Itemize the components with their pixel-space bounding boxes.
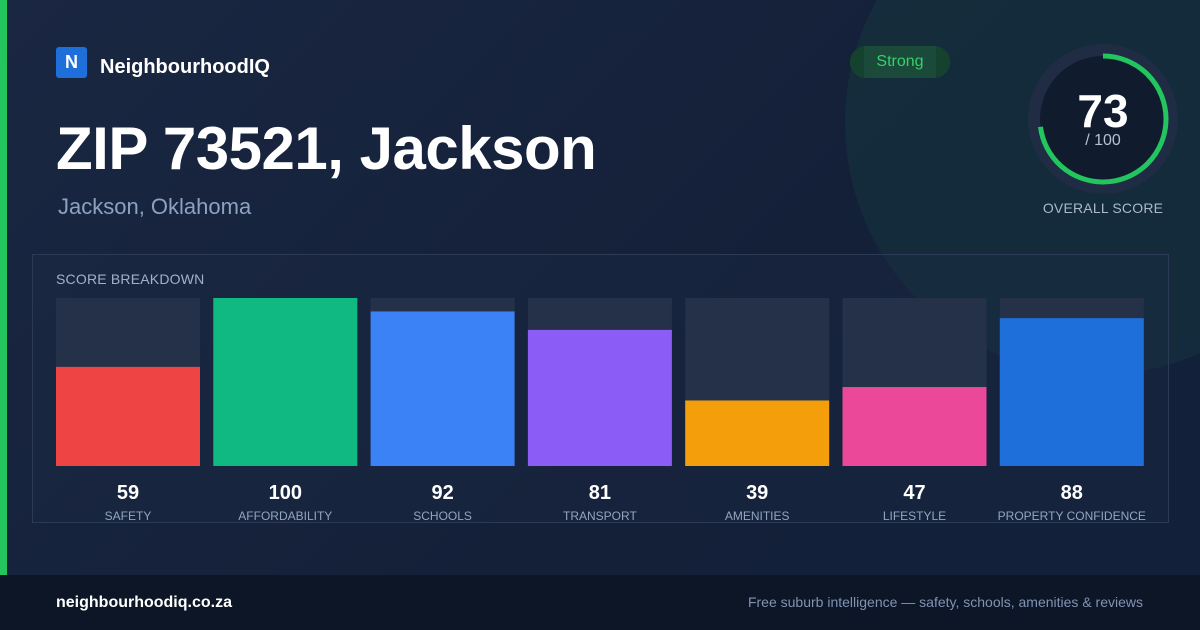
bar-label-transport: TRANSPORT xyxy=(563,509,637,523)
bar-transport xyxy=(527,329,672,466)
bar-lifestyle xyxy=(842,387,987,466)
page-subtitle: Jackson, Oklahoma xyxy=(58,194,252,219)
bar-amenities xyxy=(685,400,830,466)
footer xyxy=(0,575,1200,630)
bar-property-confidence xyxy=(999,318,1144,466)
bar-value-schools: 92 xyxy=(431,482,453,504)
score-breakdown-title: SCORE BREAKDOWN xyxy=(56,271,205,287)
overall-score-gauge xyxy=(1028,44,1178,194)
bar-affordability xyxy=(213,298,358,466)
bar-value-affordability: 100 xyxy=(269,482,302,504)
overall-score-value: 73 xyxy=(1077,85,1129,137)
brand: N NeighbourhoodIQ xyxy=(56,46,270,79)
bar-label-lifestyle: LIFESTYLE xyxy=(883,509,946,523)
bar-value-safety: 59 xyxy=(117,482,139,504)
accent-bar xyxy=(0,0,7,575)
bar-value-property-confidence: 88 xyxy=(1061,482,1083,504)
bar-value-transport: 81 xyxy=(589,482,611,504)
bar-schools xyxy=(370,311,515,466)
status-badge-label: Strong xyxy=(876,53,924,70)
bar-value-amenities: 39 xyxy=(746,482,768,504)
bar-label-amenities: AMENITIES xyxy=(725,509,790,523)
bar-label-schools: SCHOOLS xyxy=(413,509,472,523)
page-title: ZIP 73521, Jackson xyxy=(56,115,597,182)
brand-logo-icon: N xyxy=(56,47,87,78)
bar-label-affordability: AFFORDABILITY xyxy=(238,509,332,523)
score-breakdown-chart: 59 SAFETY 100 AFFORDABILITY 92 SCHOOLS 81 TRANS… xyxy=(56,298,1146,523)
bar-label-safety: SAFETY xyxy=(105,509,152,523)
bar-value-lifestyle: 47 xyxy=(903,482,925,504)
footer-domain: neighbourhoodiq.co.za xyxy=(56,594,232,611)
footer-tagline: Free suburb intelligence — safety, schoo… xyxy=(747,594,1143,610)
overall-score-label: OVERALL SCORE xyxy=(1042,200,1164,216)
bar-safety xyxy=(56,366,200,466)
status-badge: Strong xyxy=(850,46,950,78)
bar-label-property-confidence: PROPERTY CONFIDENCE xyxy=(998,509,1146,523)
gauge-ring xyxy=(1037,53,1169,185)
overall-score-max: / 100 xyxy=(1085,132,1121,149)
brand-name: NeighbourhoodIQ xyxy=(100,56,270,78)
gauge-face xyxy=(1040,56,1166,182)
